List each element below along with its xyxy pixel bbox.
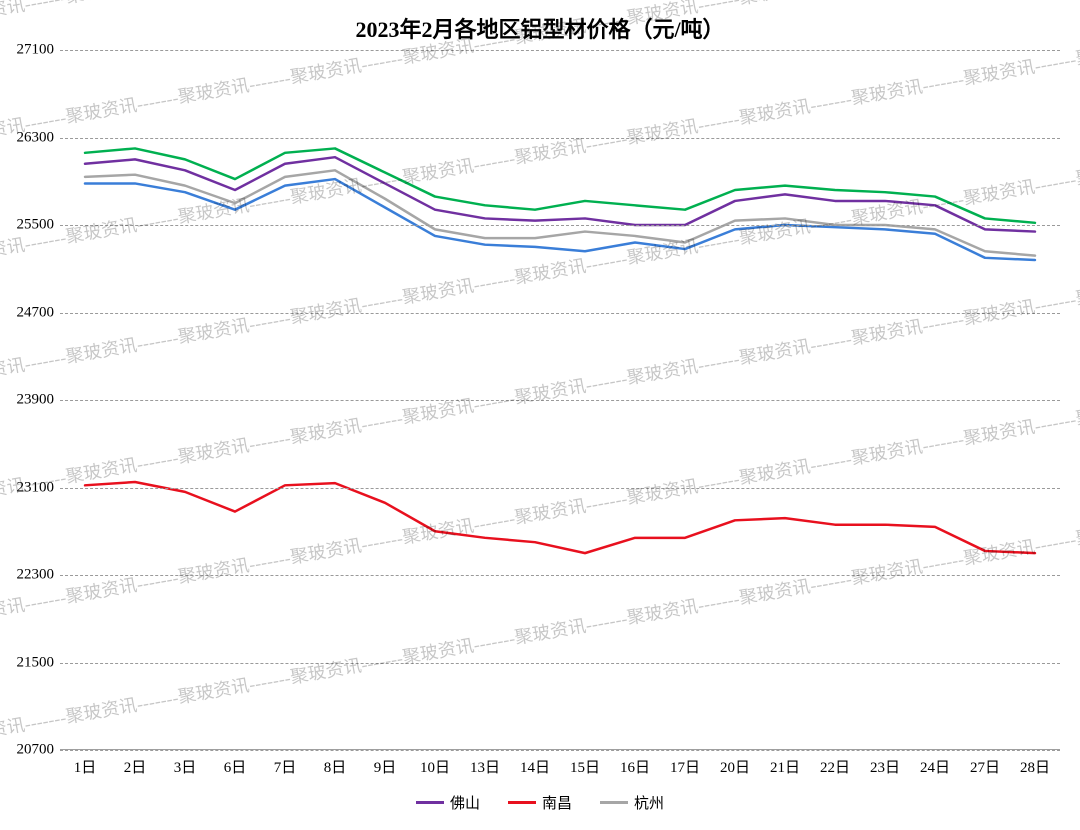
legend-label: 佛山: [450, 792, 480, 813]
xtick-label: 22日: [820, 750, 850, 777]
xtick-label: 27日: [970, 750, 1000, 777]
xtick-label: 8日: [324, 750, 347, 777]
gridline: [60, 750, 1060, 751]
gridline: [60, 138, 1060, 139]
legend-swatch: [416, 801, 444, 804]
legend-item: 南昌: [508, 792, 572, 813]
ytick-label: 23900: [17, 392, 61, 409]
ytick-label: 22300: [17, 567, 61, 584]
xtick-label: 2日: [124, 750, 147, 777]
legend: 佛山 南昌 杭州: [0, 792, 1080, 813]
xtick-label: 16日: [620, 750, 650, 777]
legend-swatch: [508, 801, 536, 804]
xtick-label: 10日: [420, 750, 450, 777]
gridline: [60, 488, 1060, 489]
xtick-label: 13日: [470, 750, 500, 777]
gridline: [60, 400, 1060, 401]
gridline: [60, 663, 1060, 664]
xtick-label: 6日: [224, 750, 247, 777]
xtick-label: 3日: [174, 750, 197, 777]
gridline: [60, 313, 1060, 314]
ytick-label: 27100: [17, 42, 61, 59]
gridline: [60, 50, 1060, 51]
legend-swatch: [600, 801, 628, 804]
chart-root: 2023年2月各地区铝型材价格（元/吨） 2070021500223002310…: [0, 0, 1080, 830]
plot-area: 2070021500223002310023900247002550026300…: [60, 50, 1060, 750]
xtick-label: 21日: [770, 750, 800, 777]
ytick-label: 24700: [17, 304, 61, 321]
xtick-label: 15日: [570, 750, 600, 777]
xtick-label: 23日: [870, 750, 900, 777]
legend-item: 杭州: [600, 792, 664, 813]
legend-label: 南昌: [542, 792, 572, 813]
xtick-label: 28日: [1020, 750, 1050, 777]
xtick-label: 20日: [720, 750, 750, 777]
legend-label: 杭州: [634, 792, 664, 813]
ytick-label: 25500: [17, 217, 61, 234]
ytick-label: 21500: [17, 654, 61, 671]
series-line: [85, 170, 1035, 255]
series-line: [85, 157, 1035, 231]
xtick-label: 7日: [274, 750, 297, 777]
chart-title: 2023年2月各地区铝型材价格（元/吨）: [0, 12, 1080, 44]
gridline: [60, 225, 1060, 226]
xtick-label: 14日: [520, 750, 550, 777]
xtick-label: 1日: [74, 750, 97, 777]
gridline: [60, 575, 1060, 576]
xtick-label: 9日: [374, 750, 397, 777]
ytick-label: 26300: [17, 129, 61, 146]
ytick-label: 23100: [17, 479, 61, 496]
series-line: [85, 482, 1035, 553]
ytick-label: 20700: [17, 742, 61, 759]
series-line: [85, 148, 1035, 222]
xtick-label: 24日: [920, 750, 950, 777]
xtick-label: 17日: [670, 750, 700, 777]
legend-item: 佛山: [416, 792, 480, 813]
